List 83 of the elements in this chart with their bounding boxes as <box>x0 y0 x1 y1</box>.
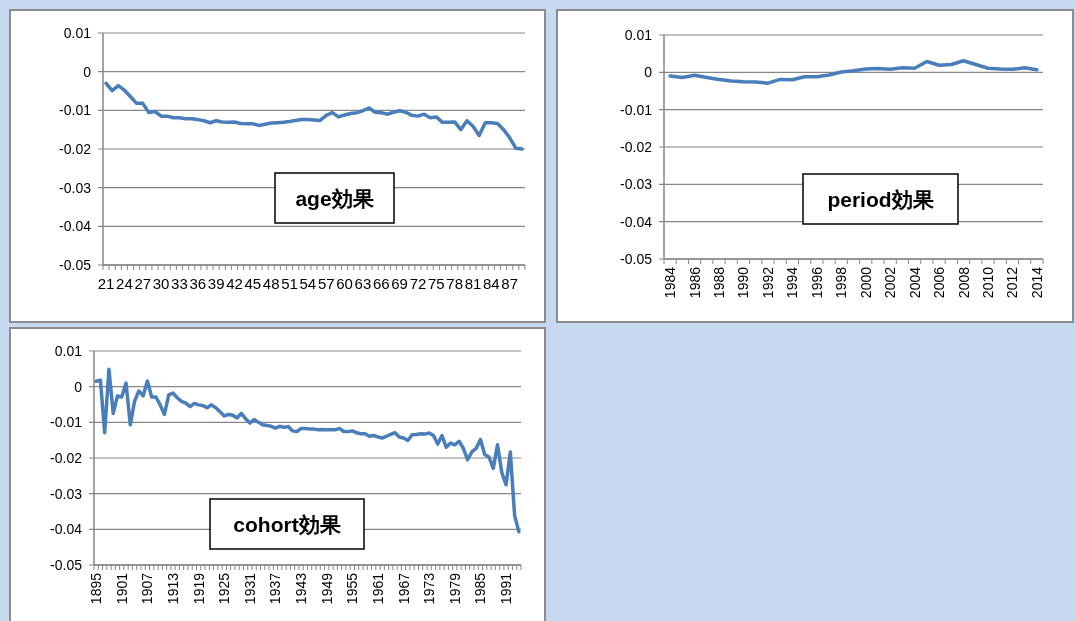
y-tick-label: -0.05 <box>50 557 83 573</box>
line-series <box>94 367 521 534</box>
y-tick-label: 0.01 <box>54 343 83 359</box>
x-tick-label: 78 <box>446 275 464 292</box>
x-tick-label: 63 <box>354 275 372 292</box>
x-tick-label: 39 <box>207 275 225 292</box>
x-tick-label: 36 <box>189 275 207 292</box>
y-tick-label: 0 <box>644 64 653 81</box>
x-tick-label: 1961 <box>369 572 386 605</box>
x-tick-label: 75 <box>427 275 445 292</box>
x-tick-label: 2010 <box>979 266 996 299</box>
x-tick-label: 1967 <box>395 572 412 605</box>
x-tick-label: 51 <box>281 275 298 292</box>
x-tick-label: 57 <box>317 275 335 292</box>
x-tick-label: 33 <box>171 275 188 292</box>
x-tick-label: 60 <box>336 275 353 292</box>
x-tick-label: 1988 <box>711 266 728 299</box>
y-tick-label: 0 <box>74 378 83 395</box>
x-tick-label: 1990 <box>735 266 752 299</box>
y-tick-label: -0.02 <box>59 141 92 157</box>
x-tick-label: 48 <box>262 275 280 292</box>
x-tick-label: 27 <box>134 275 152 292</box>
y-tick-label: -0.04 <box>59 218 92 235</box>
x-tick-label: 84 <box>483 275 500 292</box>
x-tick-label: 1991 <box>498 572 515 605</box>
line-series <box>668 59 1039 85</box>
y-tick-label: -0.04 <box>620 213 653 230</box>
x-tick-label: 81 <box>464 275 482 292</box>
y-tick-label: 0.01 <box>624 27 653 43</box>
x-tick-label: 1994 <box>784 266 801 299</box>
y-tick-label: -0.04 <box>50 521 83 538</box>
x-tick-label: 30 <box>152 275 170 292</box>
x-tick-label: 1943 <box>293 572 310 605</box>
y-tick-label: -0.03 <box>50 485 83 502</box>
x-tick-label: 1925 <box>216 572 233 605</box>
x-tick-label: 2012 <box>1004 266 1021 299</box>
x-tick-label: 2002 <box>882 266 899 299</box>
x-tick-label: 1949 <box>318 572 335 605</box>
x-tick-label: 2014 <box>1028 266 1045 299</box>
x-tick-label: 2004 <box>906 266 923 299</box>
x-tick-label: 1901 <box>113 572 130 605</box>
x-tick-label: 24 <box>116 275 133 292</box>
text: age効果 <box>295 186 374 210</box>
x-tick-label: 1931 <box>241 572 258 605</box>
y-tick-label: -0.01 <box>50 414 83 431</box>
text: period効果 <box>827 187 934 211</box>
x-tick-label: 1973 <box>421 572 438 605</box>
text: cohort効果 <box>233 512 341 536</box>
x-tick-label: 1913 <box>164 572 181 605</box>
x-tick-label: 1937 <box>267 572 284 605</box>
y-tick-label: -0.02 <box>50 450 83 466</box>
x-tick-label: 72 <box>409 275 427 292</box>
x-tick-label: 87 <box>501 275 519 292</box>
x-tick-label: 1992 <box>759 266 776 299</box>
x-tick-label: 1986 <box>686 266 703 299</box>
x-tick-label: 2008 <box>955 266 972 299</box>
x-tick-label: 21 <box>97 275 115 292</box>
x-tick-label: 1979 <box>446 572 463 605</box>
x-tick-label: 1919 <box>190 572 207 605</box>
y-tick-label: 0 <box>83 63 92 80</box>
x-tick-label: 45 <box>244 275 262 292</box>
x-tick-label: 1955 <box>344 572 361 605</box>
line-series <box>104 81 524 151</box>
x-tick-label: 69 <box>391 275 408 292</box>
y-tick-label: -0.01 <box>59 102 92 119</box>
y-tick-label: -0.05 <box>620 251 653 267</box>
y-tick-label: -0.01 <box>620 101 653 118</box>
x-tick-label: 1998 <box>833 266 850 299</box>
x-tick-label: 2000 <box>857 266 874 299</box>
x-tick-label: 2006 <box>931 266 948 299</box>
x-tick-label: 1984 <box>662 266 679 299</box>
x-tick-label: 66 <box>372 275 390 292</box>
x-tick-label: 54 <box>299 275 317 292</box>
x-tick-label: 1895 <box>88 572 105 605</box>
y-tick-label: -0.05 <box>59 257 92 273</box>
y-tick-label: -0.02 <box>620 139 653 155</box>
x-tick-label: 42 <box>226 275 243 292</box>
x-tick-label: 1996 <box>808 266 825 299</box>
y-tick-label: -0.03 <box>59 179 92 196</box>
x-tick-label: 1985 <box>472 572 489 605</box>
y-tick-label: -0.03 <box>620 176 653 193</box>
x-tick-label: 1907 <box>139 572 156 605</box>
y-tick-label: 0.01 <box>63 25 92 41</box>
